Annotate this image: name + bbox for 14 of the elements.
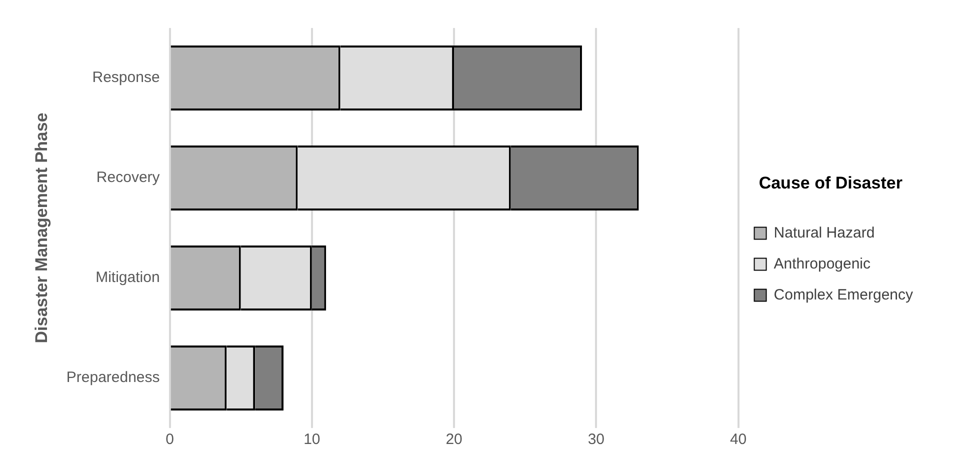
legend-label: Complex Emergency xyxy=(774,286,914,304)
y-tick-label: Response xyxy=(92,69,160,86)
y-axis-title: Disaster Management Phase xyxy=(32,112,51,344)
y-tick-label: Preparedness xyxy=(66,369,160,386)
x-tick-label: 40 xyxy=(730,431,747,448)
x-tick-label: 30 xyxy=(588,431,604,448)
y-tick-label: Mitigation xyxy=(96,269,160,286)
x-tick-label: 10 xyxy=(304,431,320,448)
x-tick-label: 0 xyxy=(166,431,174,448)
legend-label: Natural Hazard xyxy=(774,224,875,242)
x-tick-label: 20 xyxy=(446,431,462,448)
legend-label: Anthropogenic xyxy=(774,255,872,272)
y-tick-label: Recovery xyxy=(96,169,160,186)
legend-title: Cause of Disaster xyxy=(758,173,903,192)
